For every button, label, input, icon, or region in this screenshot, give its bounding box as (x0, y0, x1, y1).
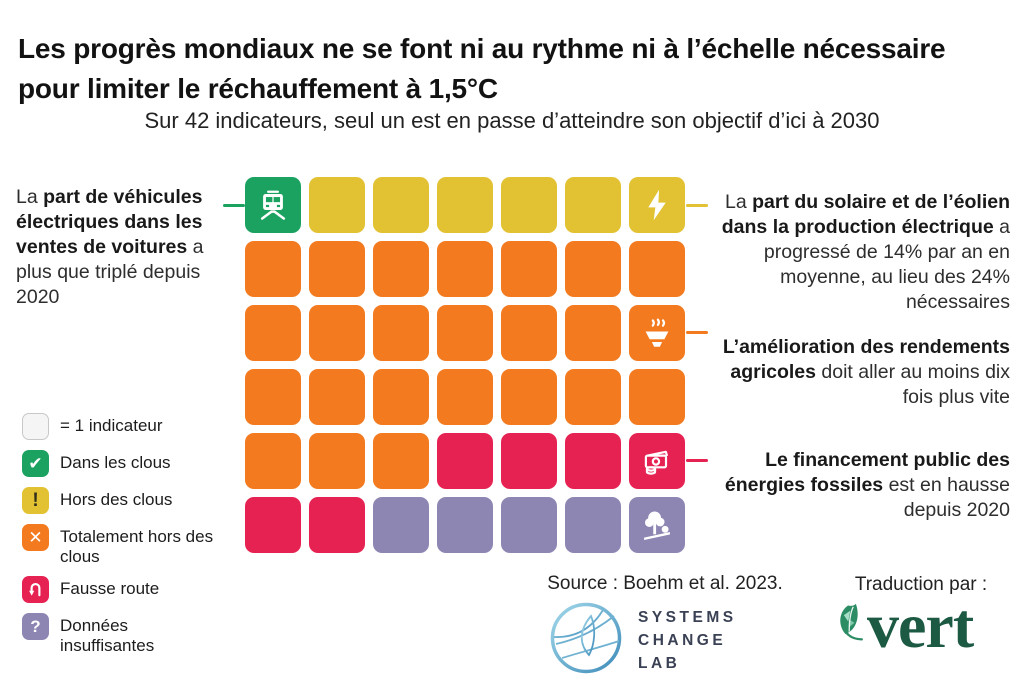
systems-change-lab-mark-icon (548, 600, 624, 681)
indicator-cell (245, 241, 301, 297)
legend-item: = 1 indicateur (22, 413, 218, 440)
legend-item: ? Données insuffisantes (22, 613, 218, 655)
indicator-cell (309, 241, 365, 297)
indicator-cell (437, 369, 493, 425)
indicator-cell (437, 305, 493, 361)
connector-solar-line (686, 204, 708, 207)
indicator-cell-bowl-icon (629, 305, 685, 361)
legend-label: Hors des clous (60, 490, 173, 509)
indicator-cell (309, 305, 365, 361)
indicator-cell (501, 369, 557, 425)
legend-label: Données insuffisantes (60, 616, 155, 655)
connector-fossil-line (686, 459, 708, 462)
legend-label: Fausse route (60, 579, 160, 599)
indicator-cell (629, 369, 685, 425)
legend-label: Dans les clous (60, 453, 171, 472)
legend-label: Totalement hors des clous (60, 527, 214, 566)
indicator-cell (245, 433, 301, 489)
indicator-cell (309, 369, 365, 425)
annotation-electric-vehicles: La part de véhicules électriques dans le… (16, 185, 204, 309)
legend-item: ! Hors des clous (22, 487, 218, 514)
indicator-cell (501, 305, 557, 361)
legend-item: Fausse route (22, 576, 218, 604)
indicator-grid (245, 177, 685, 553)
systems-change-lab-logo: SYSTEMS CHANGE LAB (548, 600, 737, 681)
legend-item: ✕ Totalement hors des clous (22, 524, 218, 566)
exclamation-icon: ! (22, 487, 49, 514)
question-icon: ? (22, 613, 49, 641)
indicator-cell (565, 497, 621, 553)
indicator-cell (245, 369, 301, 425)
page-title: Les progrès mondiaux ne se font ni au ry… (18, 32, 946, 104)
legend-label: = 1 indicateur (60, 416, 163, 435)
indicator-cell (373, 241, 429, 297)
translation-label: Traduction par : (854, 574, 988, 595)
indicator-cell (245, 497, 301, 553)
indicator-cell (501, 497, 557, 553)
page-subtitle: Sur 42 indicateurs, seul un est en passe… (144, 108, 880, 133)
connector-agriculture-line (686, 331, 708, 334)
annotation-fossil-finance: Le financement public des énergies fossi… (724, 448, 1010, 521)
indicator-cell (629, 241, 685, 297)
vert-wordmark: vert (867, 590, 974, 661)
vert-logo: vert (833, 590, 974, 661)
check-icon: ✔ (22, 450, 49, 477)
indicator-cell-money-icon (629, 433, 685, 489)
connector-ev-line (223, 204, 245, 207)
indicator-cell (373, 369, 429, 425)
indicator-cell (373, 177, 429, 233)
annotation-agricultural-yields: L’amélioration des rendements agricoles … (722, 335, 1010, 408)
indicator-cell (245, 305, 301, 361)
annotation-solar-wind: La part du solaire et de l’éolien dans l… (721, 190, 1010, 314)
systems-change-lab-wordmark: SYSTEMS CHANGE LAB (638, 608, 737, 673)
indicator-cell (373, 433, 429, 489)
indicator-cell (437, 241, 493, 297)
indicator-cell (565, 241, 621, 297)
indicator-cell (437, 177, 493, 233)
legend-item: ✔ Dans les clous (22, 450, 218, 477)
indicator-cell (437, 497, 493, 553)
empty-indicator-swatch (22, 413, 49, 440)
source-label: Source : Boehm et al. 2023. (547, 573, 783, 594)
indicator-cell (309, 497, 365, 553)
legend: = 1 indicateur ✔ Dans les clous! Hors des c… (22, 413, 218, 655)
u-turn-icon (22, 576, 49, 604)
indicator-cell (565, 177, 621, 233)
indicator-cell (565, 433, 621, 489)
indicator-cell (373, 497, 429, 553)
indicator-cell (373, 305, 429, 361)
indicator-cell (501, 177, 557, 233)
indicator-cell-tree-icon (629, 497, 685, 553)
leaf-icon (833, 600, 873, 653)
indicator-cell (565, 369, 621, 425)
indicator-cell (309, 177, 365, 233)
indicator-cell (501, 241, 557, 297)
indicator-cell (565, 305, 621, 361)
indicator-cell (501, 433, 557, 489)
indicator-cell-tram-icon (245, 177, 301, 233)
x-icon: ✕ (22, 524, 49, 551)
indicator-cell (309, 433, 365, 489)
indicator-cell (437, 433, 493, 489)
indicator-cell-bolt-icon (629, 177, 685, 233)
